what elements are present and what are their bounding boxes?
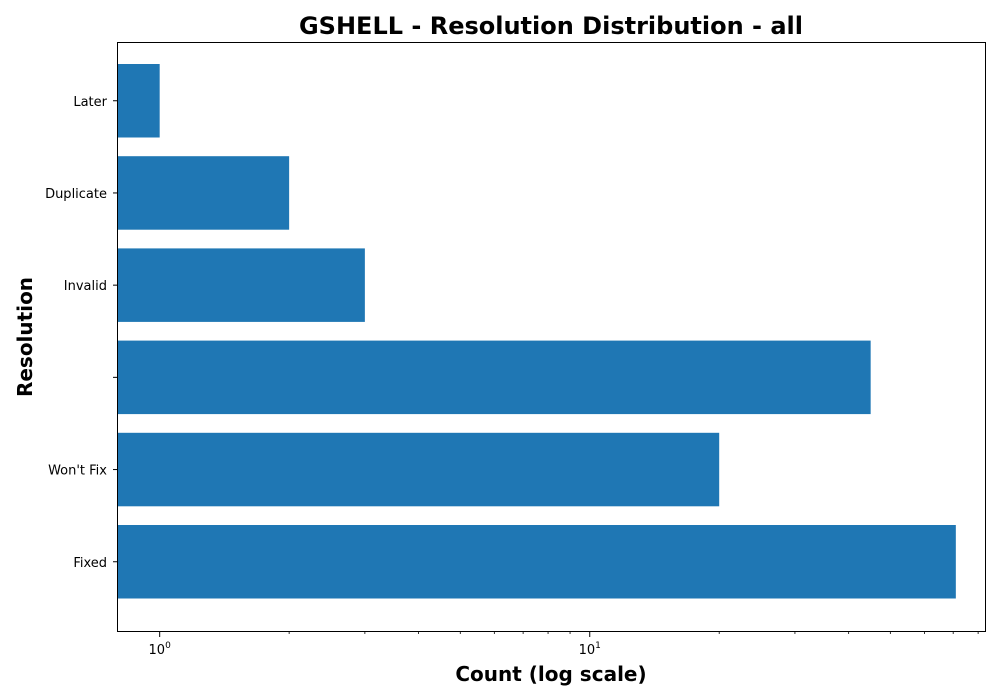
plot-frame xyxy=(117,42,986,632)
bars-group xyxy=(118,64,956,599)
x-tick-label: 101 xyxy=(579,641,601,658)
bar xyxy=(118,156,290,230)
y-axis-title: Resolution xyxy=(13,277,37,397)
y-tick-label: Won't Fix xyxy=(48,464,107,479)
bar xyxy=(118,525,956,599)
y-axis-ticks: Fixed Won't Fix Invalid Duplicate Later xyxy=(45,95,118,571)
y-tick-label: Later xyxy=(73,95,107,110)
chart-title: GSHELL - Resolution Distribution - all xyxy=(299,12,803,40)
bar xyxy=(118,432,720,507)
bar xyxy=(118,64,160,138)
x-tick-label: 100 xyxy=(149,641,172,658)
x-axis-title: Count (log scale) xyxy=(455,662,646,686)
y-tick-label: Fixed xyxy=(73,556,107,571)
y-tick-label: Duplicate xyxy=(45,187,107,202)
x-axis-ticks: 100 101 xyxy=(149,631,979,658)
bar xyxy=(118,340,871,415)
y-tick-label: Invalid xyxy=(64,279,107,294)
bar xyxy=(118,248,365,322)
